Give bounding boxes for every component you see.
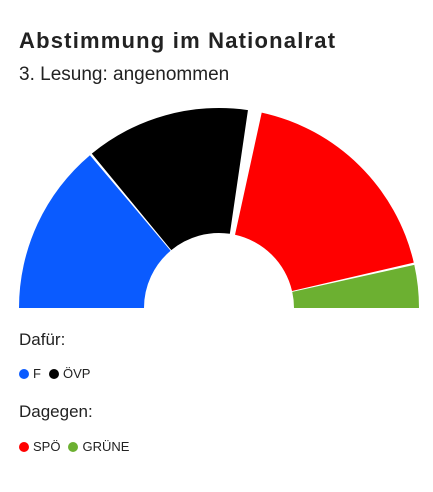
- legend-item-f: F: [19, 366, 41, 381]
- segment-oevp: [91, 108, 248, 251]
- legend-label-f: F: [33, 366, 41, 381]
- segment-spoe: [235, 112, 414, 291]
- legend-label-spoe: SPÖ: [33, 439, 61, 454]
- legend-item-spoe: SPÖ: [19, 439, 60, 454]
- for-label: Dafür:: [19, 330, 66, 349]
- legend-swatch-spoe: [19, 441, 29, 452]
- legend-swatch-f: [19, 368, 29, 379]
- legend-label-gruene: GRÜNE: [82, 439, 130, 454]
- legend-for: F ÖVP: [19, 366, 98, 381]
- legend-against: SPÖ GRÜNE: [19, 439, 137, 454]
- segment-gruene: [292, 264, 419, 308]
- legend-label-oevp: ÖVP: [62, 366, 91, 381]
- segment-f: [19, 155, 171, 308]
- legend-item-gruene: GRÜNE: [68, 439, 129, 454]
- parliament-chart: [19, 108, 419, 308]
- legend-swatch-oevp: [48, 368, 59, 379]
- chart-subtitle: 3. Lesung: angenommen: [19, 64, 230, 85]
- against-label: Dagegen:: [19, 402, 93, 421]
- chart-title: Abstimmung im Nationalrat: [19, 28, 337, 53]
- legend-swatch-gruene: [68, 441, 79, 452]
- legend-item-oevp: ÖVP: [48, 366, 91, 381]
